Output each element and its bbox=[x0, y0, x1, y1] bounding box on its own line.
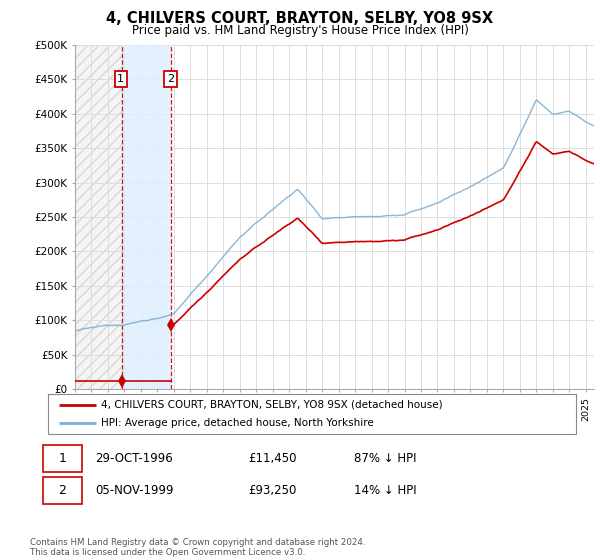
Text: 4, CHILVERS COURT, BRAYTON, SELBY, YO8 9SX: 4, CHILVERS COURT, BRAYTON, SELBY, YO8 9… bbox=[106, 11, 494, 26]
Bar bbox=[75, 45, 122, 389]
Text: 05-NOV-1999: 05-NOV-1999 bbox=[95, 484, 174, 497]
Text: HPI: Average price, detached house, North Yorkshire: HPI: Average price, detached house, Nort… bbox=[101, 418, 374, 428]
Text: 1: 1 bbox=[58, 452, 66, 465]
Bar bbox=[122, 45, 171, 389]
Text: 2: 2 bbox=[167, 74, 174, 84]
FancyBboxPatch shape bbox=[43, 477, 82, 504]
Text: 87% ↓ HPI: 87% ↓ HPI bbox=[354, 452, 417, 465]
Text: 29-OCT-1996: 29-OCT-1996 bbox=[95, 452, 173, 465]
Text: Contains HM Land Registry data © Crown copyright and database right 2024.
This d: Contains HM Land Registry data © Crown c… bbox=[30, 538, 365, 557]
Text: 2: 2 bbox=[58, 484, 66, 497]
Text: Price paid vs. HM Land Registry's House Price Index (HPI): Price paid vs. HM Land Registry's House … bbox=[131, 24, 469, 36]
Text: £93,250: £93,250 bbox=[248, 484, 297, 497]
Text: 1: 1 bbox=[118, 74, 124, 84]
Text: 14% ↓ HPI: 14% ↓ HPI bbox=[354, 484, 417, 497]
FancyBboxPatch shape bbox=[43, 445, 82, 472]
FancyBboxPatch shape bbox=[48, 394, 576, 434]
Text: £11,450: £11,450 bbox=[248, 452, 297, 465]
Text: 4, CHILVERS COURT, BRAYTON, SELBY, YO8 9SX (detached house): 4, CHILVERS COURT, BRAYTON, SELBY, YO8 9… bbox=[101, 400, 442, 409]
